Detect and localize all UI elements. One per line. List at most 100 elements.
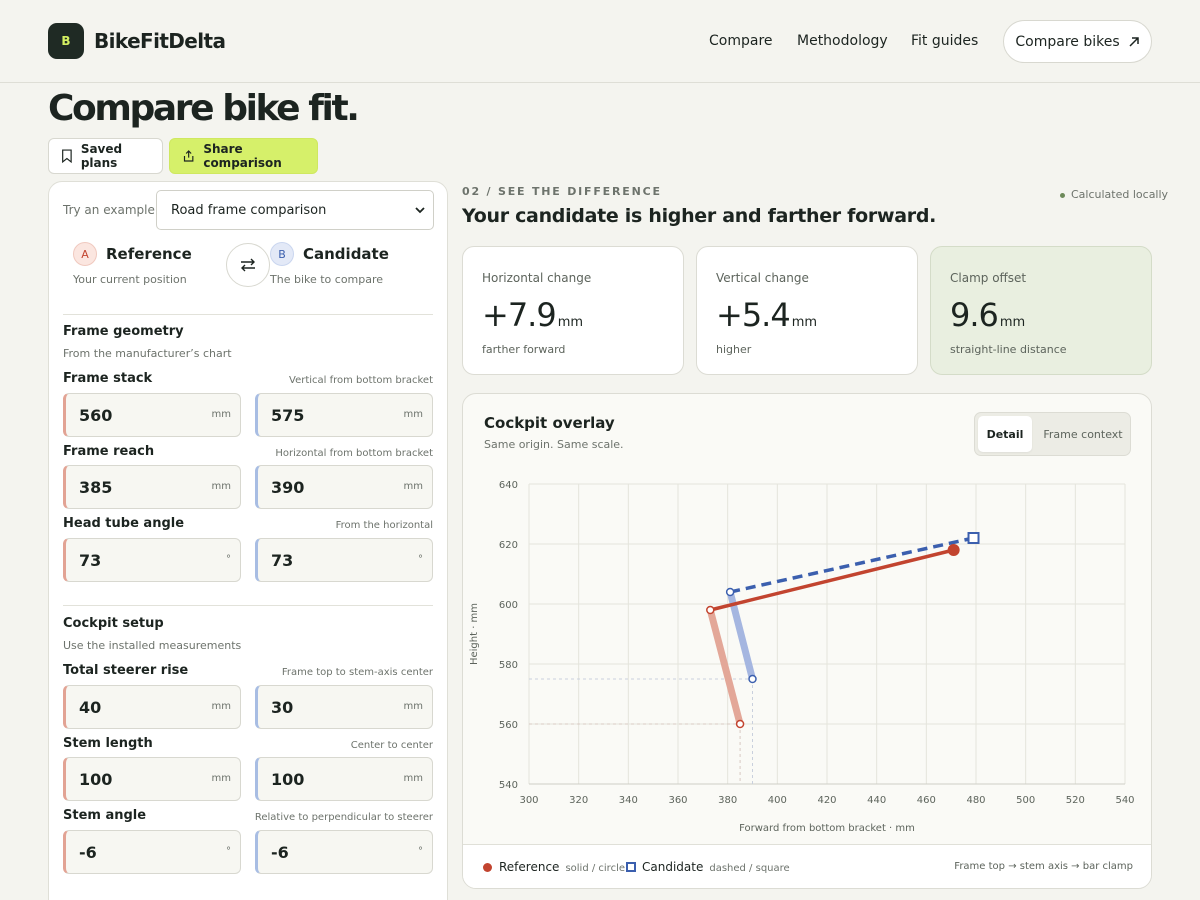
example-select[interactable]: Road frame comparison [156,190,434,230]
saved-plans-button[interactable]: Saved plans [48,138,163,174]
compare-bikes-label: Compare bikes [1015,33,1120,50]
candidate-header: B Candidate The bike to compare [270,242,389,286]
candidate-bar-clamp-point [967,532,980,544]
x-tick-label: 420 [817,795,836,806]
nav-fit-guides[interactable]: Fit guides [911,33,979,49]
x-tick-label: 440 [867,795,886,806]
x-tick-label: 380 [718,795,737,806]
frame-reach-candidate-input[interactable]: 390 mm [255,465,433,509]
input-unit: ° [226,554,231,565]
stat-value-wrap: 9.6 mm [950,296,1025,334]
top-navigation: B BikeFitDelta Compare Methodology Fit g… [0,0,1200,83]
compare-bikes-button[interactable]: Compare bikes [1003,20,1152,63]
stem-angle-candidate-input[interactable]: -6 ° [255,830,433,874]
input-value: 30 [271,698,294,717]
divider [63,605,433,606]
stat-card-horizontal: Horizontal change +7.9 mm farther forward [462,246,684,375]
y-tick-label: 600 [499,600,518,611]
stat-note: straight-line distance [950,343,1067,356]
input-value: 40 [79,698,102,717]
stat-value: 9.6 [950,296,999,334]
x-tick-label: 320 [569,795,588,806]
head-tube-angle-reference-input[interactable]: 73 ° [63,538,241,582]
stem-length-candidate-input[interactable]: 100 mm [255,757,433,801]
cockpit-overlay-chart: 300 320 340 360 380 400 420 440 460 480 500 520 540 5… [469,480,1135,834]
status-text: Calculated locally [1071,188,1169,201]
example-label: Try an example [63,203,155,217]
x-tick-label: 500 [1016,795,1035,806]
legend-path-description: Frame top → stem axis → bar clamp [954,861,1133,872]
head-tube-angle-candidate-input[interactable]: 73 ° [255,538,433,582]
input-unit: mm [211,773,231,784]
y-tick-label: 620 [499,540,518,551]
steerer-rise-candidate-input[interactable]: 30 mm [255,685,433,729]
stat-value: +7.9 [482,296,557,334]
saved-plans-label: Saved plans [80,142,123,170]
input-value: 100 [271,770,305,789]
x-tick-label: 540 [1115,795,1134,806]
stem-length-label: Stem length [63,736,153,751]
stat-value-wrap: +7.9 mm [482,296,583,334]
candidate-steerer-segment [726,588,756,683]
input-value: -6 [79,843,97,862]
view-toggle: Detail Frame context [974,412,1131,456]
input-value: 560 [79,406,113,425]
share-comparison-button[interactable]: Share comparison [169,138,318,174]
frame-reach-reference-input[interactable]: 385 mm [63,465,241,509]
stem-angle-label: Stem angle [63,808,147,823]
divider [63,314,433,315]
stem-length-reference-input[interactable]: 100 mm [63,757,241,801]
nav-compare[interactable]: Compare [709,33,773,49]
frame-stack-candidate-input[interactable]: 575 mm [255,393,433,437]
example-selected-value: Road frame comparison [171,202,327,218]
nav-methodology[interactable]: Methodology [797,33,888,49]
reference-circle-icon [483,863,492,872]
input-value: 390 [271,478,305,497]
toggle-detail[interactable]: Detail [978,416,1032,452]
input-value: 100 [79,770,113,789]
y-tick-label: 560 [499,720,518,731]
input-unit: ° [418,846,423,857]
bookmark-icon [62,149,72,164]
share-comparison-label: Share comparison [203,142,282,170]
toggle-frame-context[interactable]: Frame context [1043,427,1123,441]
input-unit: mm [211,409,231,420]
y-axis-label: Height · mm [469,603,480,665]
cockpit-overlay-card: Cockpit overlay Same origin. Same scale.… [462,393,1152,889]
logo-icon[interactable]: B [48,23,84,59]
chart-card-subtitle: Same origin. Same scale. [484,438,624,451]
input-value: -6 [271,843,289,862]
stem-length-hint: Center to center [350,740,433,751]
swap-arrows-icon [241,258,255,272]
frame-geometry-subtitle: From the manufacturer’s chart [63,347,232,360]
legend-candidate: Candidate dashed / square [642,860,790,874]
arrow-up-right-icon [1129,36,1139,47]
status-dot-icon [1060,192,1065,198]
stem-angle-hint: Relative to perpendicular to steerer [254,812,433,823]
steerer-rise-label: Total steerer rise [63,663,189,678]
input-value: 575 [271,406,305,425]
stat-unit: mm [791,315,818,330]
stat-note: farther forward [482,343,566,356]
input-unit: mm [211,481,231,492]
swap-button[interactable] [226,243,270,287]
head-tube-angle-hint: From the horizontal [335,520,433,531]
x-tick-label: 520 [1066,795,1085,806]
chevron-down-icon [415,207,425,214]
status-indicator: Calculated locally [1060,188,1168,201]
results-headline: Your candidate is higher and farther for… [462,205,937,227]
input-unit: ° [418,554,423,565]
steerer-rise-reference-input[interactable]: 40 mm [63,685,241,729]
steerer-rise-hint: Frame top to stem-axis center [281,667,433,678]
frame-geometry-title: Frame geometry [63,324,184,339]
candidate-stem-segment [729,536,974,594]
reference-title: Reference [106,245,192,263]
reference-joint-point-0 [735,719,745,729]
stem-angle-reference-input[interactable]: -6 ° [63,830,241,874]
input-unit: mm [403,409,423,420]
x-axis-label: Forward from bottom bracket · mm [739,823,915,834]
legend-reference-label: Reference [499,860,560,874]
frame-stack-reference-input[interactable]: 560 mm [63,393,241,437]
legend-candidate-label: Candidate [642,860,704,874]
brand-name[interactable]: BikeFitDelta [94,29,226,53]
